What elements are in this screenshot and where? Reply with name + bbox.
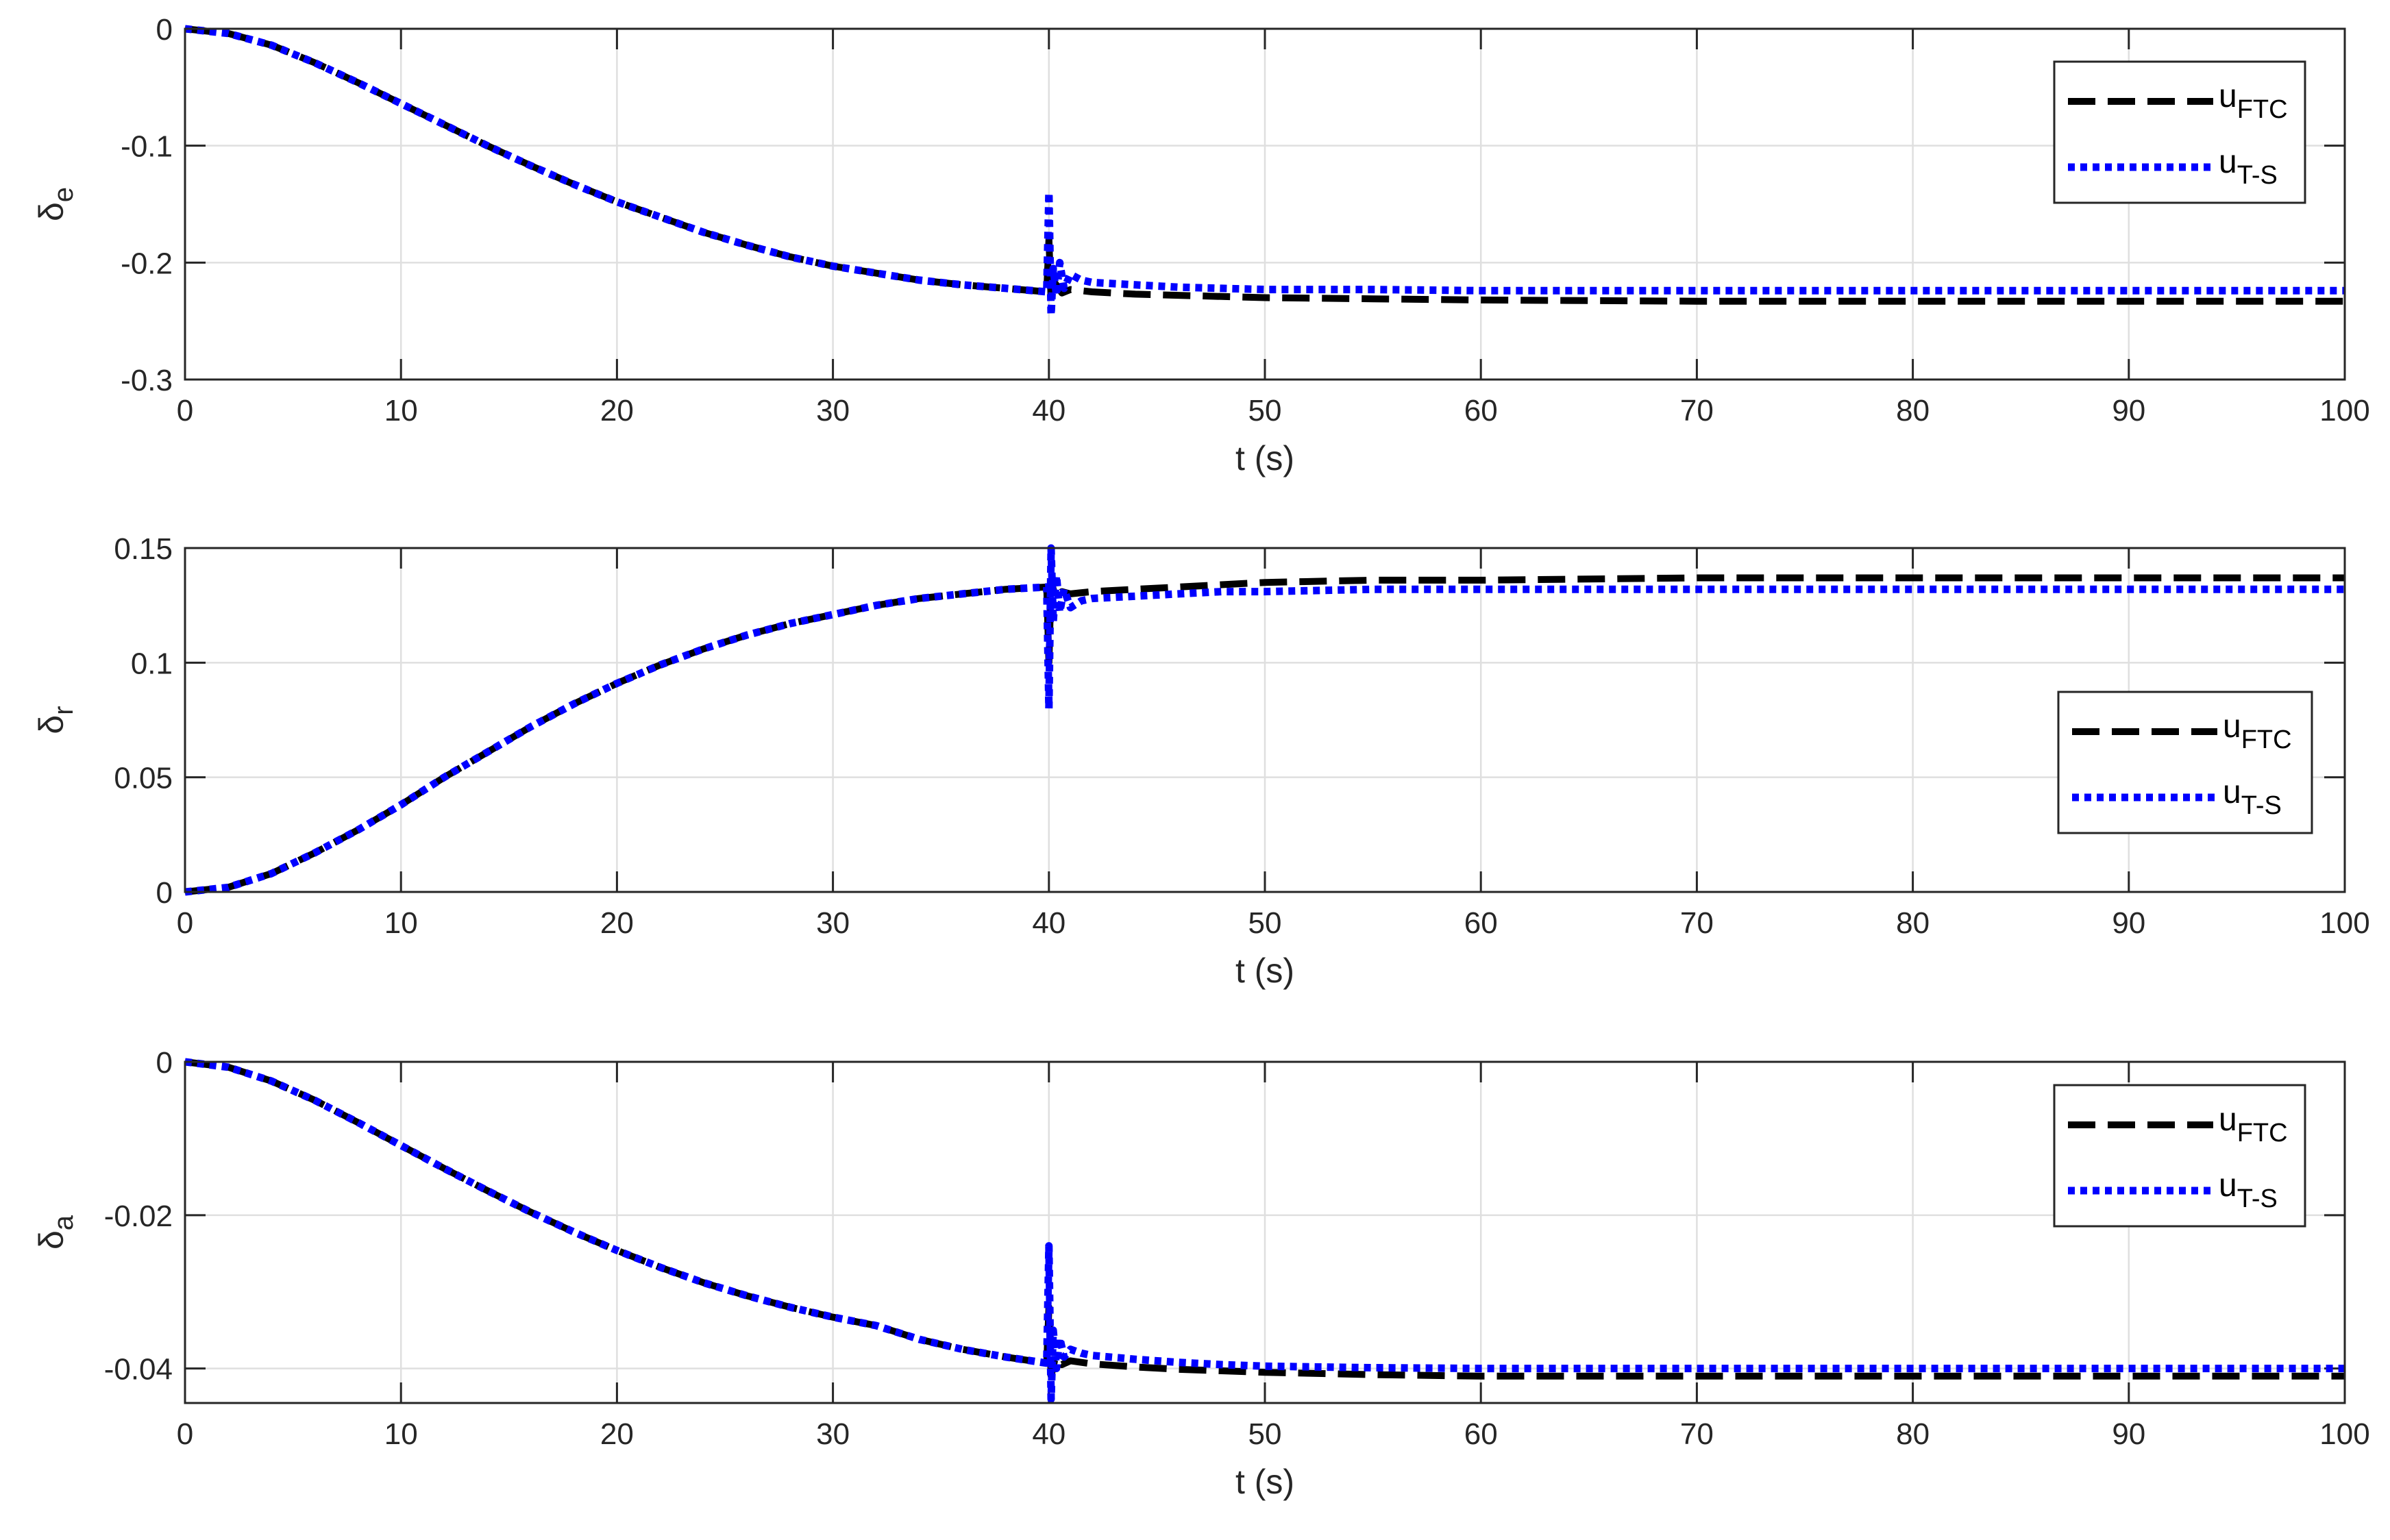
x-tick-label: 60 bbox=[1464, 394, 1498, 427]
y-tick-label: -0.02 bbox=[104, 1200, 173, 1233]
y-tick-label: 0.1 bbox=[131, 647, 173, 680]
x-tick-label: 90 bbox=[2112, 394, 2145, 427]
legend-entry-ftc: uFTC bbox=[2219, 1102, 2288, 1147]
x-tick-label: 50 bbox=[1248, 1417, 1282, 1451]
axes-box bbox=[184, 27, 2346, 381]
x-tick-label: 40 bbox=[1032, 906, 1065, 940]
x-axis-label: t (s) bbox=[1235, 952, 1294, 990]
y-tick-label: 0 bbox=[156, 876, 173, 910]
series-line-ftc bbox=[184, 1058, 2345, 1380]
x-tick-label: 70 bbox=[1680, 1417, 1714, 1451]
series-line-t-s bbox=[184, 1058, 2345, 1403]
x-tick-label: 10 bbox=[384, 394, 418, 427]
x-tick-label: 50 bbox=[1248, 394, 1282, 427]
x-tick-label: 30 bbox=[816, 1417, 850, 1451]
x-tick-label: 70 bbox=[1680, 394, 1714, 427]
legend-entry-ftc: uFTC bbox=[2223, 708, 2292, 754]
chart-panel-2: 0 10 20 30 40 50 60 70 80 90 100 0 0.05 0.1 0.15 t (s) δ… bbox=[32, 532, 2370, 990]
y-axis-label: δa bbox=[32, 1215, 79, 1250]
y-tick-label: 0.15 bbox=[114, 532, 173, 566]
x-tick-label: 20 bbox=[600, 1417, 634, 1451]
x-tick-label: 100 bbox=[2319, 394, 2369, 427]
series-line-t-s bbox=[184, 544, 2345, 896]
chart-panel-1: 0 10 20 30 40 50 60 70 80 90 100 0 -0.1 -0.2 -0.3 t (s)… bbox=[32, 13, 2370, 477]
x-tick-label: 100 bbox=[2319, 906, 2369, 940]
x-tick-label: 0 bbox=[177, 394, 193, 427]
x-tick-label: 70 bbox=[1680, 906, 1714, 940]
y-tick-label: -0.3 bbox=[121, 364, 173, 397]
x-tick-label: 100 bbox=[2319, 1417, 2369, 1451]
legend: uFTC uT-S bbox=[2053, 1084, 2306, 1228]
y-tick-label: 0 bbox=[156, 1046, 173, 1080]
y-tick-label: 0 bbox=[156, 13, 173, 47]
series-line-t-s bbox=[184, 25, 2345, 319]
y-axis-label: δe bbox=[32, 187, 79, 221]
y-axis-label: δr bbox=[32, 706, 79, 734]
legend-entry-ftc: uFTC bbox=[2219, 78, 2288, 124]
x-tick-label: 50 bbox=[1248, 906, 1282, 940]
x-tick-label: 20 bbox=[600, 906, 634, 940]
x-tick-label: 80 bbox=[1896, 1417, 1930, 1451]
legend-entry-t-s: uT-S bbox=[2223, 774, 2282, 820]
x-tick-label: 10 bbox=[384, 1417, 418, 1451]
x-tick-label: 40 bbox=[1032, 1417, 1065, 1451]
y-tick-label: 0.05 bbox=[114, 762, 173, 795]
x-tick-label: 90 bbox=[2112, 1417, 2145, 1451]
legend-box bbox=[2053, 60, 2306, 204]
x-tick-label: 40 bbox=[1032, 394, 1065, 427]
x-tick-label: 0 bbox=[177, 1417, 193, 1451]
legend-box bbox=[2053, 1084, 2306, 1228]
x-tick-label: 20 bbox=[600, 394, 634, 427]
legend-entry-t-s: uT-S bbox=[2219, 144, 2278, 190]
x-tick-label: 0 bbox=[177, 906, 193, 940]
y-tick-label: -0.04 bbox=[104, 1353, 173, 1387]
y-tick-label: -0.2 bbox=[121, 247, 173, 280]
x-tick-label: 30 bbox=[816, 394, 850, 427]
legend: uFTC uT-S bbox=[2057, 691, 2313, 834]
legend-box bbox=[2057, 691, 2313, 834]
x-tick-label: 10 bbox=[384, 906, 418, 940]
series-line-ftc bbox=[184, 25, 2345, 305]
x-tick-label: 80 bbox=[1896, 906, 1930, 940]
chart-panel-3: 0 10 20 30 40 50 60 70 80 90 100 0 -0.02 -0.04 t (s) δa… bbox=[32, 1046, 2370, 1501]
legend-entry-t-s: uT-S bbox=[2219, 1167, 2278, 1213]
legend: uFTC uT-S bbox=[2053, 60, 2306, 204]
x-tick-label: 60 bbox=[1464, 1417, 1498, 1451]
y-tick-label: -0.1 bbox=[121, 130, 173, 164]
x-tick-label: 30 bbox=[816, 906, 850, 940]
x-axis-label: t (s) bbox=[1235, 439, 1294, 477]
axes-box bbox=[184, 1060, 2346, 1404]
x-tick-label: 90 bbox=[2112, 906, 2145, 940]
x-tick-label: 60 bbox=[1464, 906, 1498, 940]
axes-box bbox=[184, 547, 2346, 893]
x-axis-label: t (s) bbox=[1235, 1463, 1294, 1501]
x-tick-label: 80 bbox=[1896, 394, 1930, 427]
